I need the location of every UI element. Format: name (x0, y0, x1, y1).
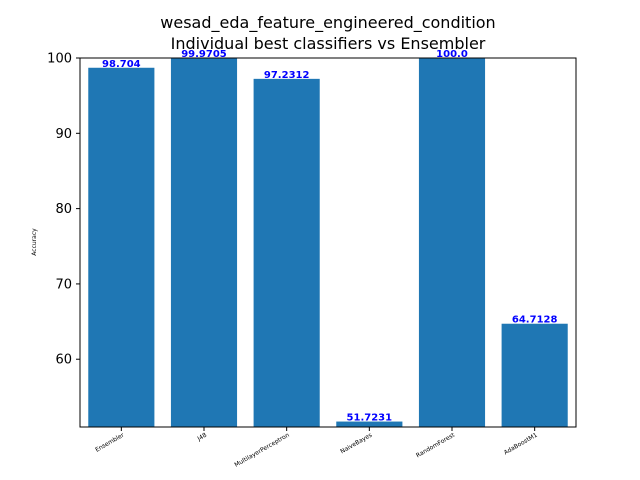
bar-multilayerperceptron (253, 78, 320, 427)
data-label-multilayerperceptron: 97.2312 (264, 70, 310, 81)
data-label-adaboostm1: 64.7128 (512, 315, 558, 326)
data-label-randomforest: 100.0 (436, 49, 468, 60)
data-label-j48: 99.9705 (181, 49, 227, 60)
y-tick-label-60: 60 (55, 353, 72, 368)
bar-j48 (170, 58, 238, 427)
y-tick-label-90: 90 (55, 127, 72, 142)
y-tick-label-80: 80 (55, 202, 72, 217)
data-label-ensembler: 98.704 (102, 59, 141, 70)
bar-randomforest (418, 58, 486, 427)
chart-title-line-1: wesad_eda_feature_engineered_condition (160, 13, 495, 33)
y-tick-label-70: 70 (55, 277, 72, 292)
bar-adaboostm1 (501, 323, 568, 427)
y-axis-label: Accuracy (31, 228, 38, 256)
y-tick-label-100: 100 (47, 52, 72, 67)
chart-title-line-2: Individual best classifiers vs Ensembler (171, 34, 486, 53)
axes-frame (79, 57, 577, 428)
data-label-naivebayes: 51.7231 (347, 413, 393, 424)
bar-ensembler (88, 67, 155, 427)
bar-naivebayes (336, 421, 403, 427)
x-tick-label-j48: J48 (195, 432, 208, 443)
